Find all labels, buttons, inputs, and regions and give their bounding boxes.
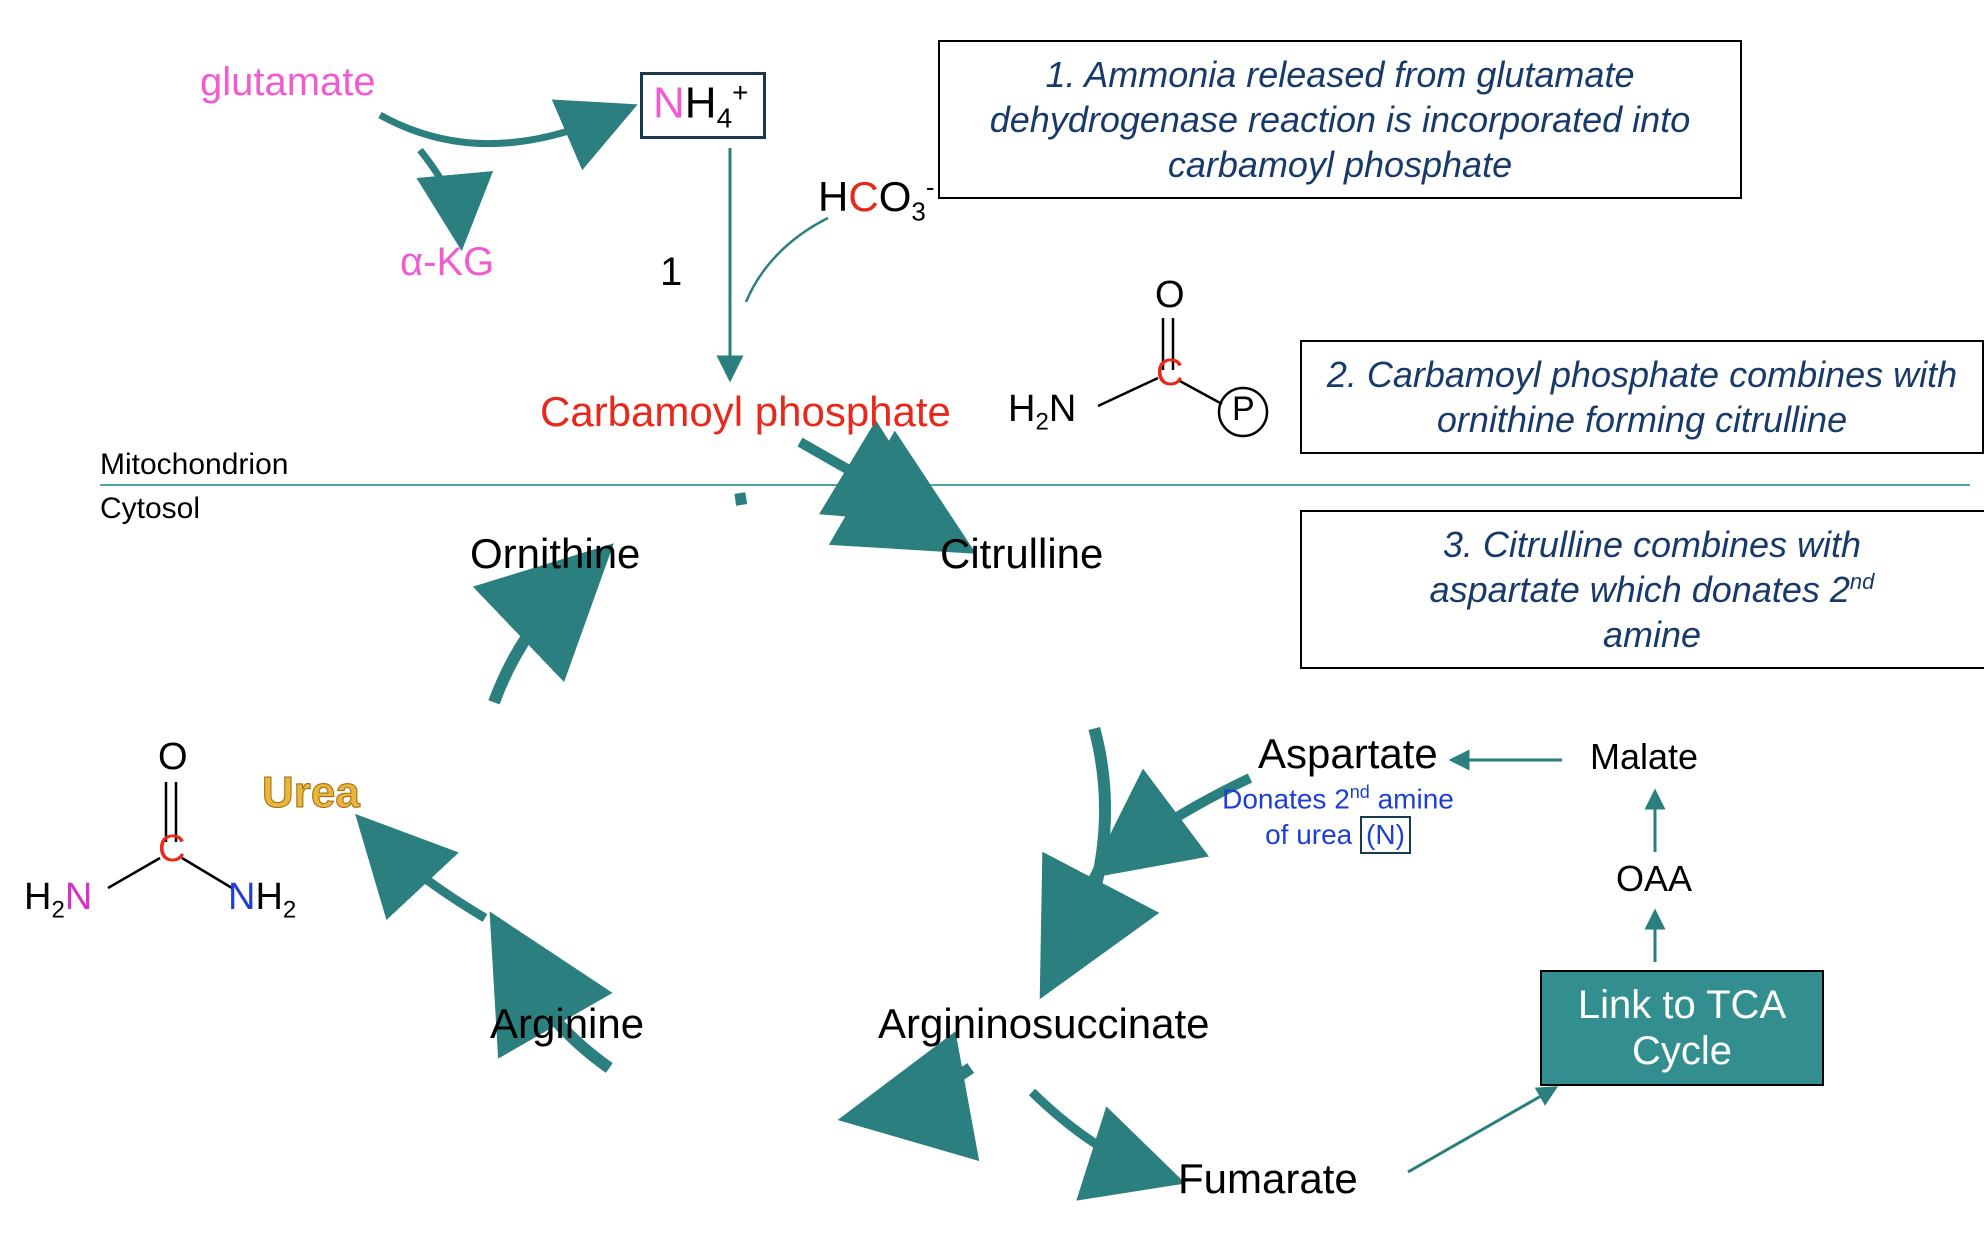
hco3-h: H bbox=[818, 173, 848, 220]
label-malate: Malate bbox=[1590, 736, 1698, 778]
asp-note-nbox: (N) bbox=[1360, 816, 1411, 854]
asp-note-nd: nd bbox=[1350, 782, 1370, 802]
label-argininosuccinate: Argininosuccinate bbox=[878, 1000, 1210, 1048]
label-aspartate: Aspartate bbox=[1258, 730, 1438, 778]
label-fumarate: Fumarate bbox=[1178, 1155, 1358, 1203]
hco3-c: C bbox=[848, 173, 878, 220]
note-1: 1. Ammonia released from glutamate dehyd… bbox=[938, 40, 1742, 199]
cp-h2n: H2N bbox=[1008, 388, 1076, 437]
nh4-n: N bbox=[653, 79, 685, 128]
aspartate-note: Donates 2nd amine of urea (N) bbox=[1198, 782, 1478, 854]
label-arginine: Arginine bbox=[490, 1000, 644, 1048]
urea-right-n: N bbox=[228, 876, 255, 918]
urea-left-2: 2 bbox=[51, 897, 64, 924]
nh4-h: H bbox=[685, 79, 717, 128]
hco3-o: O bbox=[879, 173, 912, 220]
hco3-minus: - bbox=[926, 172, 935, 202]
label-hco3: HCO3- bbox=[818, 172, 935, 227]
urea-nh2-right: NH2 bbox=[228, 876, 296, 925]
note3-l2: aspartate which donates 2 bbox=[1430, 569, 1850, 610]
urea-left-n: N bbox=[65, 876, 92, 918]
nh4-plus: + bbox=[732, 77, 748, 108]
asp-note-1: Donates 2 bbox=[1222, 783, 1350, 814]
nh4-box: NH4+ bbox=[640, 72, 766, 139]
label-oaa: OAA bbox=[1616, 858, 1692, 900]
cp-h2n-h: H bbox=[1008, 388, 1035, 430]
urea-h2n-left: H2N bbox=[24, 876, 92, 925]
label-citrulline: Citrulline bbox=[940, 530, 1103, 578]
cp-h2n-2: 2 bbox=[1035, 409, 1048, 436]
cp-c: C bbox=[1156, 352, 1183, 395]
arrow-cp-cycle bbox=[800, 442, 918, 510]
label-urea: Urea bbox=[262, 768, 360, 818]
cp-o: O bbox=[1155, 274, 1185, 317]
tca-box: Link to TCA Cycle bbox=[1540, 970, 1824, 1086]
note3-nd: nd bbox=[1850, 569, 1874, 594]
note3-l1: 3. Citrulline combines with bbox=[1443, 524, 1861, 565]
note-2: 2. Carbamoyl phosphate combines with orn… bbox=[1300, 340, 1984, 454]
asp-note-2: amine bbox=[1370, 783, 1454, 814]
asp-note-3: of urea bbox=[1265, 819, 1360, 850]
label-mitochondrion: Mitochondrion bbox=[100, 448, 288, 482]
urea-c: C bbox=[158, 828, 185, 871]
note-3: 3. Citrulline combines with aspartate wh… bbox=[1300, 510, 1984, 669]
tca-line1: Link to TCA bbox=[1578, 982, 1786, 1028]
arrow-fum-tca bbox=[1408, 1088, 1555, 1172]
step-1-number: 1 bbox=[660, 250, 682, 295]
hco3-sub: 3 bbox=[911, 196, 925, 226]
urea-left-h: H bbox=[24, 876, 51, 918]
label-cytosol: Cytosol bbox=[100, 492, 200, 526]
label-alpha-kg: α-KG bbox=[400, 240, 494, 285]
cp-p: P bbox=[1232, 390, 1255, 429]
cp-h2n-n: N bbox=[1049, 388, 1076, 430]
arrow-glutamate-akg bbox=[420, 150, 460, 232]
urea-right-h: H bbox=[255, 876, 282, 918]
note3-l3: amine bbox=[1603, 614, 1701, 655]
label-ornithine: Ornithine bbox=[470, 530, 640, 578]
tca-line2: Cycle bbox=[1632, 1028, 1732, 1074]
label-carbamoyl-phosphate: Carbamoyl phosphate bbox=[540, 388, 951, 436]
nh4-sub: 4 bbox=[717, 102, 733, 133]
arrow-hco3-join bbox=[746, 218, 828, 302]
urea-right-2: 2 bbox=[283, 897, 296, 924]
urea-o: O bbox=[158, 736, 188, 779]
arrow-argsuc-fum bbox=[1032, 1092, 1162, 1176]
label-glutamate: glutamate bbox=[200, 60, 376, 105]
arrow-arg-urea bbox=[372, 832, 485, 918]
arrow-glutamate-nh4 bbox=[380, 112, 620, 144]
